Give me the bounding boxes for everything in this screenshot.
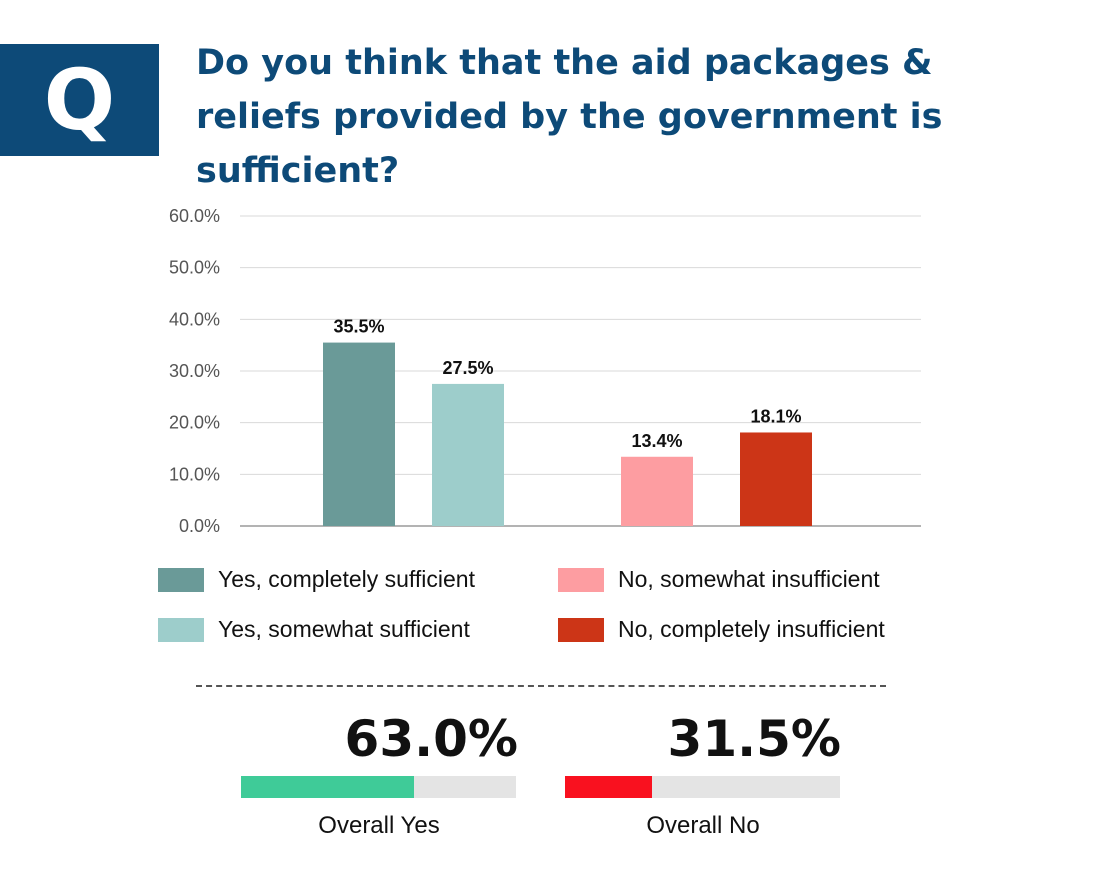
legend-item-no-somewhat: No, somewhat insufficient <box>558 566 880 593</box>
overall-no-bar <box>565 776 840 798</box>
overall-yes-bar <box>241 776 516 798</box>
question-badge: Q <box>0 44 159 156</box>
y-tick-label: 40.0% <box>169 309 220 329</box>
legend-label: No, completely insufficient <box>618 616 885 642</box>
y-tick-label: 20.0% <box>169 413 220 433</box>
overall-yes-fill <box>241 776 415 798</box>
overall-no-fill <box>565 776 652 798</box>
legend-swatch <box>558 617 604 642</box>
legend-item-yes-completely: Yes, completely sufficient <box>158 566 475 593</box>
bar-value-label: 27.5% <box>442 358 493 378</box>
overall-no-label: Overall No <box>646 812 760 839</box>
legend-label: Yes, completely sufficient <box>218 566 475 592</box>
legend-label: No, somewhat insufficient <box>618 566 880 592</box>
legend-item-no-completely: No, completely insufficient <box>558 616 885 643</box>
section-divider <box>196 685 886 687</box>
bar-value-label: 35.5% <box>333 317 384 337</box>
bar <box>740 432 812 526</box>
legend-swatch <box>158 617 204 642</box>
y-tick-label: 30.0% <box>169 361 220 381</box>
legend-swatch <box>158 567 204 592</box>
overall-yes-value: 63.0% <box>344 710 518 768</box>
bar <box>621 456 693 526</box>
overall-yes-label: Overall Yes <box>318 812 440 839</box>
bar <box>432 383 504 526</box>
overall-no-value: 31.5% <box>667 710 841 768</box>
question-title: Do you think that the aid packages & rel… <box>196 43 943 191</box>
bar-value-label: 18.1% <box>750 406 801 426</box>
y-tick-label: 50.0% <box>169 258 220 278</box>
y-tick-label: 0.0% <box>179 516 220 536</box>
bar <box>323 342 395 526</box>
legend-item-yes-somewhat: Yes, somewhat sufficient <box>158 616 470 643</box>
legend-swatch <box>558 567 604 592</box>
y-tick-label: 60.0% <box>169 206 220 226</box>
chart-legend: Yes, completely sufficient Yes, somewhat… <box>158 566 958 646</box>
legend-label: Yes, somewhat sufficient <box>218 616 470 642</box>
bar-value-label: 13.4% <box>631 431 682 451</box>
y-tick-label: 10.0% <box>169 464 220 484</box>
bar-chart: 0.0% 10.0% 20.0% 30.0% 40.0% 50.0% 60.0% 35.5% 2… <box>169 206 921 536</box>
